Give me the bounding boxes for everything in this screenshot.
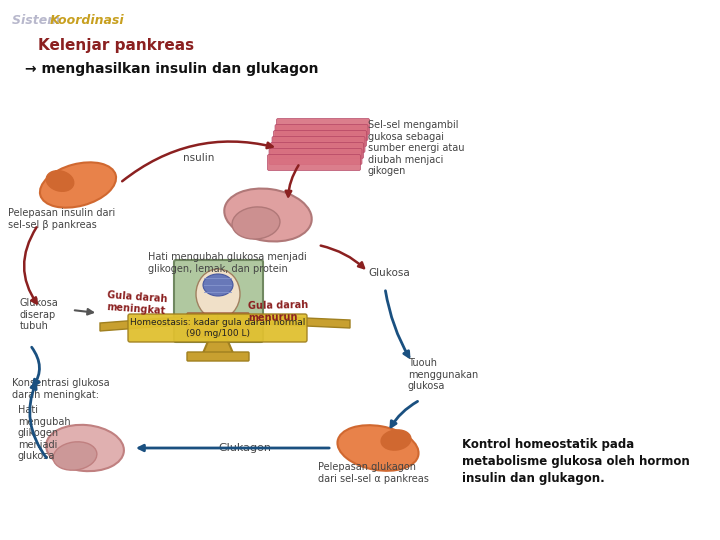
Ellipse shape — [46, 425, 124, 471]
Ellipse shape — [40, 163, 116, 208]
Text: nsulin: nsulin — [183, 153, 215, 163]
Ellipse shape — [338, 425, 418, 471]
Text: Pelepasan glukagon
dari sel-sel α pankreas: Pelepasan glukagon dari sel-sel α pankre… — [318, 462, 429, 484]
Text: Gula darah
menurun: Gula darah menurun — [248, 300, 309, 323]
Ellipse shape — [46, 171, 73, 191]
FancyBboxPatch shape — [274, 131, 366, 146]
Polygon shape — [100, 314, 218, 331]
Text: Glukosa: Glukosa — [368, 268, 410, 278]
Text: Homeostasis: kadar gula darah normal
(90 mg/100 L): Homeostasis: kadar gula darah normal (90… — [130, 318, 306, 338]
FancyBboxPatch shape — [276, 118, 369, 134]
Text: Kontrol homeostatik pada
metabolisme glukosa oleh hormon
insulin dan glukagon.: Kontrol homeostatik pada metabolisme glu… — [462, 438, 690, 485]
Text: Pelepasan insulin dari
sel-sel β pankreas: Pelepasan insulin dari sel-sel β pankrea… — [8, 208, 115, 230]
Ellipse shape — [196, 269, 240, 319]
Text: Hati mengubah glukosa menjadi
glikogen, lemak, dan protein: Hati mengubah glukosa menjadi glikogen, … — [148, 252, 307, 274]
Text: Glukagon: Glukagon — [218, 443, 271, 453]
Text: Tuouh
menggunakan
glukosa: Tuouh menggunakan glukosa — [408, 358, 478, 391]
FancyBboxPatch shape — [174, 260, 263, 342]
Ellipse shape — [381, 430, 411, 450]
Text: Hati
mengubah
glikogen
menjadi
glukosa: Hati mengubah glikogen menjadi glukosa — [18, 405, 71, 461]
FancyBboxPatch shape — [275, 125, 368, 140]
Text: Gula darah
meningkat: Gula darah meningkat — [106, 290, 168, 316]
FancyBboxPatch shape — [269, 148, 362, 165]
FancyBboxPatch shape — [272, 137, 365, 152]
Polygon shape — [203, 318, 233, 353]
Text: Konsentrasi glukosa
darah meningkat:: Konsentrasi glukosa darah meningkat: — [12, 378, 109, 400]
Ellipse shape — [224, 188, 312, 241]
FancyBboxPatch shape — [187, 313, 249, 337]
Text: Kelenjar pankreas: Kelenjar pankreas — [38, 38, 194, 53]
Text: Koordinasi: Koordinasi — [50, 14, 125, 27]
Text: → menghasilkan insulin dan glukagon: → menghasilkan insulin dan glukagon — [25, 62, 318, 76]
FancyBboxPatch shape — [187, 352, 249, 361]
Text: Sel-sel mengambil
gukosa sebagai
sumber energi atau
diubah menjaci
gikogen: Sel-sel mengambil gukosa sebagai sumber … — [368, 120, 464, 177]
Polygon shape — [218, 314, 350, 328]
Ellipse shape — [203, 274, 233, 296]
Text: Sistem: Sistem — [12, 14, 65, 27]
Ellipse shape — [232, 207, 280, 239]
FancyBboxPatch shape — [128, 314, 307, 342]
Text: Glukosa
diserap
tubuh: Glukosa diserap tubuh — [20, 298, 59, 331]
FancyBboxPatch shape — [268, 154, 361, 171]
Ellipse shape — [53, 442, 97, 470]
FancyBboxPatch shape — [271, 143, 364, 159]
